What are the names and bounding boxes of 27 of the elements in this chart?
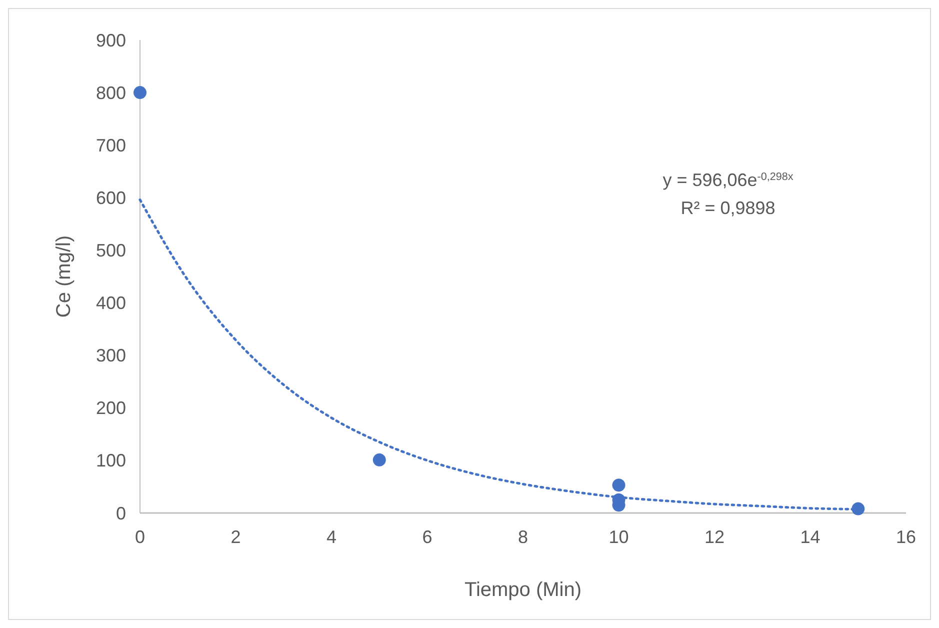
x-tick-label: 4 xyxy=(326,527,337,547)
y-tick-label: 900 xyxy=(96,30,126,50)
x-tick-label: 14 xyxy=(800,527,820,547)
x-tick-label: 10 xyxy=(608,527,629,547)
x-tick-label: 16 xyxy=(896,527,916,547)
y-tick-label: 600 xyxy=(96,188,126,208)
point xyxy=(372,453,386,466)
y-tick-label: 400 xyxy=(96,293,126,314)
point xyxy=(134,86,146,100)
annotation: R² = 0,9898 xyxy=(680,198,776,218)
y-tick-label: 700 xyxy=(96,135,126,156)
point xyxy=(852,502,865,516)
y-tick-label: 500 xyxy=(96,240,126,261)
x-tick-label: 6 xyxy=(422,527,432,547)
y-tick-label: 800 xyxy=(96,82,126,103)
x-tick-label: 12 xyxy=(704,527,725,547)
x-axis-title: Tiempo (Min) xyxy=(464,579,582,601)
y-tick-label: 300 xyxy=(96,346,126,366)
y-tick-label: 0 xyxy=(116,503,126,524)
y-tick-label: 200 xyxy=(96,398,126,418)
y-tick-label: 100 xyxy=(96,450,126,471)
point xyxy=(612,478,626,492)
x-tick-label: 0 xyxy=(134,527,146,547)
x-tick-label: 2 xyxy=(230,527,241,547)
y-axis-title: Ce (mg/l) xyxy=(53,235,75,318)
x-tick-label: 8 xyxy=(518,527,528,547)
annotation: y = 596,06e$^{-0,298x}$ xyxy=(662,170,794,190)
